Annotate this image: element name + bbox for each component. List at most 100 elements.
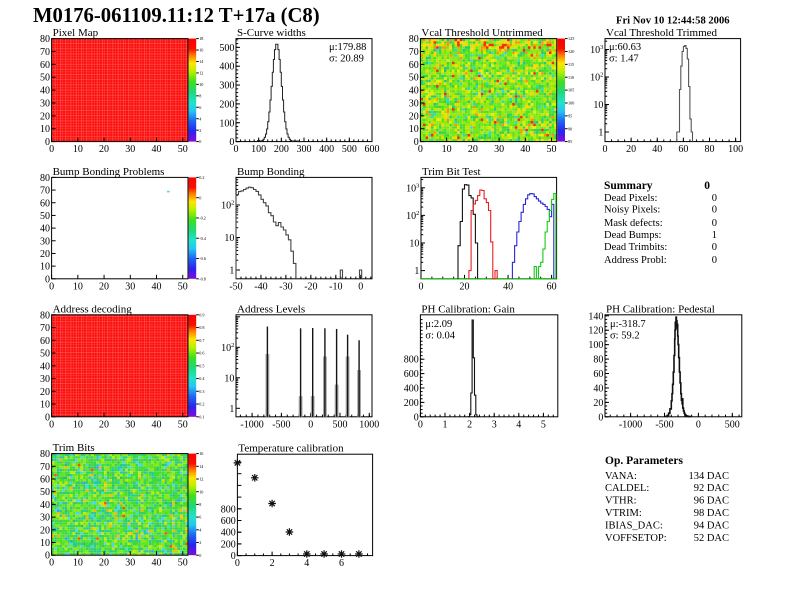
svg-text:500: 500 [342,144,357,155]
svg-text:110: 110 [568,75,574,80]
svg-text:16: 16 [199,48,203,53]
svg-text:200: 200 [274,144,289,155]
svg-text:20: 20 [468,144,478,155]
svg-text:0: 0 [49,419,54,430]
svg-text:4: 4 [516,419,521,430]
svg-text:60: 60 [593,369,603,380]
svg-text:10: 10 [224,233,234,244]
svg-text:1: 1 [598,128,603,139]
svg-text:40: 40 [152,281,162,292]
svg-text:800: 800 [221,504,236,515]
svg-text:Bump Bonding: Bump Bonding [237,166,305,178]
svg-text:PH Calibration: Gain: PH Calibration: Gain [421,303,515,315]
svg-text:30: 30 [125,558,135,569]
svg-text:0.2: 0.2 [199,175,204,180]
svg-text:50: 50 [178,419,188,430]
svg-text:2: 2 [270,558,275,569]
svg-text:103: 103 [406,183,419,195]
svg-text:10: 10 [199,82,203,87]
svg-text:-500: -500 [272,419,290,430]
svg-text:60: 60 [678,144,688,155]
svg-text:0: 0 [598,412,603,423]
svg-text:σ: 59.2: σ: 59.2 [610,331,640,342]
svg-text:0: 0 [712,204,717,215]
svg-text:400: 400 [319,144,334,155]
svg-text:20: 20 [626,144,636,155]
svg-text:0.8: 0.8 [199,325,204,330]
svg-text:92 DAC: 92 DAC [694,483,729,494]
svg-text:Op. Parameters: Op. Parameters [605,455,683,467]
svg-text:105: 105 [568,88,574,93]
svg-text:0.4: 0.4 [199,376,205,381]
svg-text:0: 0 [414,412,419,423]
svg-text:0: 0 [712,193,717,204]
svg-text:0.5: 0.5 [199,363,204,368]
svg-text:50: 50 [547,144,557,155]
svg-text:70: 70 [40,47,50,58]
svg-text:50: 50 [40,349,50,360]
svg-text:0.3: 0.3 [199,389,204,394]
svg-text:70: 70 [40,462,50,473]
svg-text:VTRIM:: VTRIM: [605,508,642,519]
svg-text:10: 10 [73,558,83,569]
svg-text:0: 0 [358,281,363,292]
svg-text:125: 125 [568,36,574,41]
svg-text:50: 50 [40,487,50,498]
svg-text:1: 1 [414,266,419,277]
svg-text:Noisy Pixels:: Noisy Pixels: [604,204,660,215]
svg-text:-10: -10 [329,281,342,292]
svg-text:0: 0 [49,281,54,292]
svg-text:20: 20 [409,111,419,122]
svg-text:10: 10 [593,100,603,111]
svg-text:1: 1 [443,419,448,430]
svg-text:40: 40 [40,361,50,372]
svg-text:100: 100 [568,101,574,106]
svg-text:60: 60 [40,198,50,209]
svg-text:80: 80 [40,449,50,460]
svg-text:40: 40 [652,144,662,155]
svg-text:1: 1 [229,404,234,415]
svg-text:-0.2: -0.2 [199,216,206,221]
svg-text:50: 50 [178,144,188,155]
svg-text:50: 50 [178,281,188,292]
svg-text:50: 50 [40,211,50,222]
svg-text:10: 10 [73,419,83,430]
svg-text:30: 30 [125,281,135,292]
svg-text:400: 400 [404,384,419,395]
svg-text:Dead Bumps:: Dead Bumps: [604,230,662,241]
svg-text:30: 30 [125,144,135,155]
svg-text:μ:2.09: μ:2.09 [425,319,452,330]
svg-text:0: 0 [45,551,50,562]
svg-text:500: 500 [219,43,234,54]
svg-text:0: 0 [199,553,201,558]
svg-text:40: 40 [40,500,50,511]
svg-text:12: 12 [199,71,203,76]
svg-text:M0176-061109.11:12 T+17a (C8): M0176-061109.11:12 T+17a (C8) [33,5,320,27]
svg-text:800: 800 [404,355,419,366]
svg-text:0.7: 0.7 [199,338,204,343]
svg-text:-20: -20 [304,281,317,292]
svg-text:40: 40 [40,224,50,235]
svg-text:0.2: 0.2 [199,402,204,407]
svg-text:40: 40 [40,86,50,97]
svg-text:80: 80 [40,34,50,45]
svg-text:0: 0 [49,144,54,155]
svg-text:40: 40 [152,558,162,569]
svg-text:-30: -30 [279,281,292,292]
svg-text:30: 30 [125,419,135,430]
svg-text:Summary: Summary [604,180,653,192]
svg-text:8: 8 [199,93,201,98]
svg-text:40: 40 [520,144,530,155]
svg-text:3: 3 [492,419,497,430]
svg-text:70: 70 [40,186,50,197]
svg-text:0: 0 [419,281,424,292]
svg-text:Trim Bits: Trim Bits [53,442,95,454]
svg-text:2: 2 [199,540,201,545]
svg-text:μ:179.88: μ:179.88 [329,42,366,53]
svg-text:0: 0 [696,419,701,430]
svg-text:σ: 20.89: σ: 20.89 [329,54,364,65]
svg-text:20: 20 [99,419,109,430]
svg-text:10: 10 [409,239,419,250]
svg-text:100: 100 [251,144,266,155]
svg-text:18: 18 [199,36,203,41]
